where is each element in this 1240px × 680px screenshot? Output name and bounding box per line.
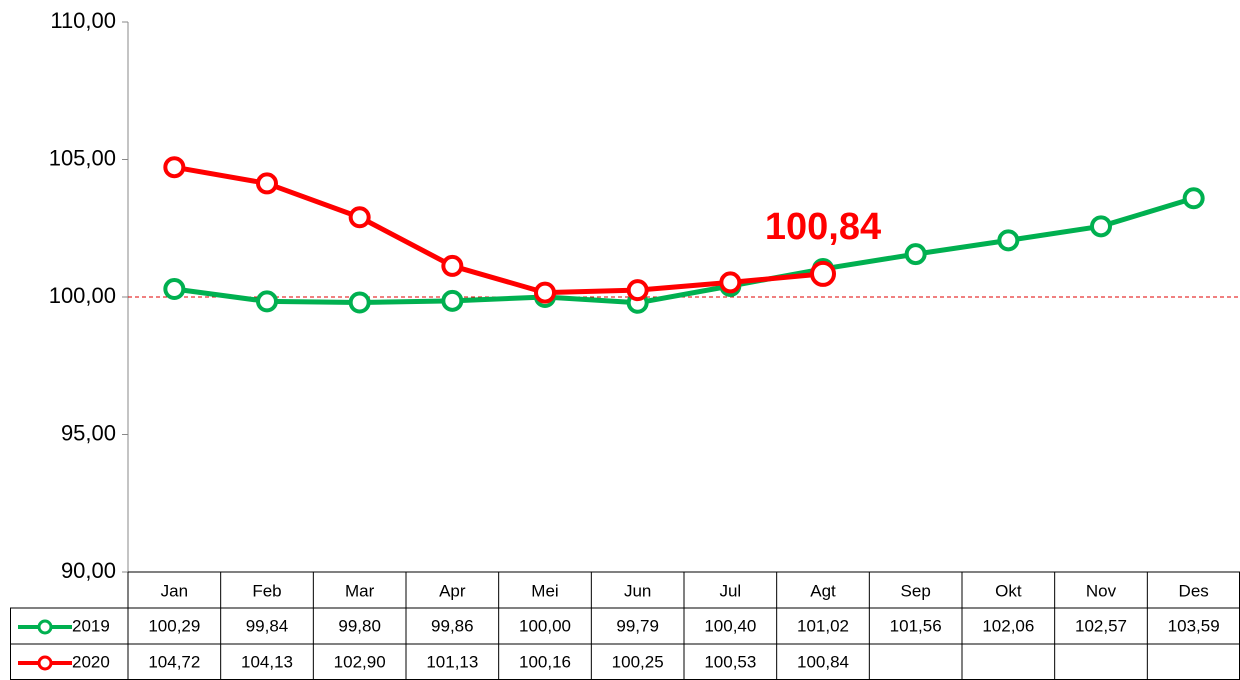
- point: [534, 281, 556, 304]
- table-value: 100,53: [704, 652, 756, 671]
- x-tick-label: Jul: [719, 581, 741, 600]
- point: [348, 291, 371, 314]
- x-tick-label: Nov: [1086, 581, 1117, 600]
- x-tick-label: Apr: [439, 581, 466, 600]
- annotation: 100,84: [765, 206, 881, 248]
- table-value: 103,59: [1168, 616, 1220, 635]
- point: [163, 278, 186, 301]
- table-value: 100,25: [612, 652, 664, 671]
- point: [904, 243, 927, 266]
- point: [810, 260, 836, 287]
- legend-label: 2020: [72, 652, 110, 671]
- table-value: 102,06: [982, 616, 1034, 635]
- x-tick-label: Mei: [531, 581, 558, 600]
- table-value: 101,56: [890, 616, 942, 635]
- legend-marker: [37, 619, 53, 635]
- table-value: 100,40: [704, 616, 756, 635]
- table-value: 99,84: [246, 616, 289, 635]
- x-tick-label: Okt: [995, 581, 1022, 600]
- x-tick-label: Des: [1179, 581, 1209, 600]
- legend-label: 2019: [72, 616, 110, 635]
- point: [719, 271, 742, 294]
- x-tick-label: Jun: [624, 581, 651, 600]
- point: [348, 206, 371, 229]
- point: [163, 156, 186, 179]
- y-tick-label: 95,00: [61, 420, 116, 445]
- table-value: 100,00: [519, 616, 571, 635]
- series-line: [173, 164, 824, 296]
- y-tick-label: 100,00: [49, 283, 116, 308]
- point: [256, 172, 278, 195]
- table-value: 100,84: [797, 652, 849, 671]
- legend-marker: [37, 655, 53, 671]
- x-tick-label: Sep: [901, 581, 931, 600]
- point: [441, 254, 464, 277]
- x-tick-label: Agt: [810, 581, 836, 600]
- table-value: 101,02: [797, 616, 849, 635]
- table-value: 99,80: [338, 616, 381, 635]
- series-line: [174, 195, 1195, 306]
- y-tick-label: 105,00: [49, 145, 116, 170]
- point: [626, 279, 649, 302]
- table-value: 101,13: [426, 652, 478, 671]
- table-value: 99,79: [616, 616, 659, 635]
- y-tick-label: 110,00: [50, 8, 116, 33]
- x-tick-label: Jan: [161, 581, 188, 600]
- table-value: 102,90: [334, 652, 386, 671]
- point: [1090, 215, 1112, 238]
- point: [1182, 187, 1205, 210]
- x-tick-label: Mar: [345, 581, 375, 600]
- table-value: 102,57: [1075, 616, 1127, 635]
- point: [256, 290, 278, 313]
- table-value: 104,72: [148, 652, 200, 671]
- table-value: 99,86: [431, 616, 474, 635]
- table-value: 100,29: [148, 616, 200, 635]
- table-value: 104,13: [241, 652, 293, 671]
- point: [441, 289, 464, 312]
- point: [997, 229, 1020, 252]
- x-tick-label: Feb: [252, 581, 281, 600]
- table-value: 100,16: [519, 652, 571, 671]
- y-tick-label: 90,00: [61, 558, 116, 583]
